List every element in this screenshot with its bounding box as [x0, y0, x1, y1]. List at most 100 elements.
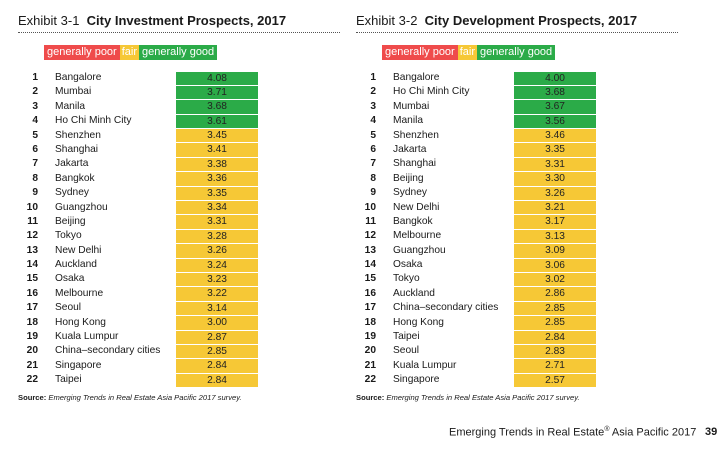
- table-row: 14 Auckland 3.24: [18, 258, 348, 272]
- rank: 13: [364, 244, 376, 256]
- rank: 8: [32, 172, 38, 184]
- score-cell: 3.71: [176, 85, 258, 100]
- city-name: Osaka: [393, 259, 423, 271]
- table-row: 14 Osaka 3.06: [356, 258, 686, 272]
- legend-good: generally good: [477, 45, 556, 60]
- score-cell: 3.06: [514, 258, 596, 272]
- city-name: Shenzhen: [55, 129, 101, 141]
- rank: 13: [26, 244, 38, 256]
- table-row: 13 Guangzhou 3.09: [356, 244, 686, 258]
- table-row: 18 Hong Kong 3.00: [18, 316, 348, 330]
- score-cell: 3.46: [514, 129, 596, 143]
- rank: 3: [370, 100, 376, 112]
- table-row: 4 Ho Chi Minh City 3.61: [18, 114, 348, 129]
- table-row: 18 Hong Kong 2.85: [356, 316, 686, 330]
- city-name: Shenzhen: [393, 129, 439, 141]
- table-row: 8 Bangkok 3.36: [18, 172, 348, 186]
- rank: 4: [32, 115, 38, 127]
- score-cell: 3.31: [514, 157, 596, 172]
- rank: 7: [370, 158, 376, 170]
- city-name: Osaka: [55, 273, 85, 285]
- ranking-table: 1 Bangalore 4.08 2 Mumbai 3.71 3 Manila 3.68 4 Ho …: [18, 71, 348, 388]
- table-row: 3 Mumbai 3.67: [356, 100, 686, 114]
- city-name: China–secondary cities: [55, 345, 161, 357]
- table-row: 7 Shanghai 3.31: [356, 157, 686, 172]
- table-row: 15 Tokyo 3.02: [356, 272, 686, 287]
- score-cell: 4.00: [514, 71, 596, 85]
- table-row: 22 Singapore 2.57: [356, 373, 686, 388]
- city-name: Manila: [393, 115, 424, 127]
- rank: 6: [32, 143, 38, 155]
- table-row: 10 Guangzhou 3.34: [18, 201, 348, 215]
- table-row: 20 Seoul 2.83: [356, 344, 686, 359]
- rank: 3: [32, 100, 38, 112]
- rank: 2: [32, 86, 38, 98]
- rank: 9: [32, 187, 38, 199]
- rank: 20: [26, 345, 38, 357]
- rank: 17: [26, 302, 38, 314]
- table-row: 10 New Delhi 3.21: [356, 201, 686, 215]
- city-name: Taipei: [55, 374, 82, 386]
- city-name: Singapore: [55, 359, 102, 371]
- rank: 6: [370, 143, 376, 155]
- rank: 10: [26, 201, 38, 213]
- score-cell: 3.36: [176, 172, 258, 186]
- table-row: 7 Jakarta 3.38: [18, 157, 348, 172]
- score-cell: 2.85: [514, 301, 596, 316]
- city-name: Beijing: [393, 172, 424, 184]
- city-name: Melbourne: [55, 287, 104, 299]
- footer-text: Emerging Trends in Real Estate: [449, 426, 605, 439]
- city-name: Mumbai: [55, 86, 92, 98]
- rank: 1: [32, 72, 38, 83]
- city-name: Kuala Lumpur: [55, 331, 119, 343]
- table-row: 21 Singapore 2.84: [18, 359, 348, 373]
- score-cell: 2.85: [176, 344, 258, 359]
- score-cell: 3.38: [176, 157, 258, 172]
- rank: 16: [364, 287, 376, 299]
- table-row: 1 Bangalore 4.08: [18, 71, 348, 85]
- score-cell: 3.21: [514, 201, 596, 215]
- source-label: Source:: [18, 393, 47, 402]
- score-cell: 3.26: [514, 186, 596, 201]
- city-name: Singapore: [393, 374, 440, 386]
- rank: 14: [26, 259, 38, 271]
- page-number: 39: [705, 426, 718, 438]
- score-cell: 3.31: [176, 215, 258, 229]
- table-row: 17 Seoul 3.14: [18, 301, 348, 316]
- score-cell: 3.68: [176, 100, 258, 114]
- score-cell: 3.67: [514, 100, 596, 114]
- legend-fair: fair: [119, 45, 139, 60]
- ranking-table: 1 Bangalore 4.00 2 Ho Chi Minh City 3.68 3 Mumb…: [356, 71, 686, 388]
- city-name: Guangzhou: [55, 201, 108, 213]
- score-cell: 3.35: [514, 143, 596, 157]
- score-cell: 3.68: [514, 85, 596, 100]
- table-row: 21 Kuala Lumpur 2.71: [356, 359, 686, 373]
- score-cell: 3.35: [176, 186, 258, 201]
- table-row: 2 Mumbai 3.71: [18, 85, 348, 100]
- city-name: Ho Chi Minh City: [393, 86, 470, 98]
- running-footer: Emerging Trends in Real Estate® Asia Pac…: [449, 426, 696, 439]
- score-cell: 3.17: [514, 215, 596, 229]
- city-name: Mumbai: [393, 100, 430, 112]
- table-row: 2 Ho Chi Minh City 3.68: [356, 85, 686, 100]
- title-divider: [356, 32, 678, 33]
- table-row: 12 Melbourne 3.13: [356, 229, 686, 244]
- rank: 9: [370, 187, 376, 199]
- score-cell: 2.57: [514, 373, 596, 388]
- table-row: 16 Melbourne 3.22: [18, 287, 348, 301]
- city-name: Sydney: [55, 187, 89, 199]
- score-cell: 2.84: [514, 330, 596, 344]
- score-cell: 2.71: [514, 359, 596, 373]
- table-row: 9 Sydney 3.26: [356, 186, 686, 201]
- rank: 8: [370, 172, 376, 184]
- table-row: 19 Kuala Lumpur 2.87: [18, 330, 348, 344]
- city-name: Bangalore: [393, 72, 440, 83]
- table-row: 1 Bangalore 4.00: [356, 71, 686, 85]
- score-cell: 3.41: [176, 143, 258, 157]
- rank: 21: [26, 359, 38, 371]
- table-row: 5 Shenzhen 3.45: [18, 129, 348, 143]
- city-name: Sydney: [393, 187, 427, 199]
- score-cell: 3.14: [176, 301, 258, 316]
- city-name: Seoul: [393, 345, 420, 357]
- rank: 7: [32, 158, 38, 170]
